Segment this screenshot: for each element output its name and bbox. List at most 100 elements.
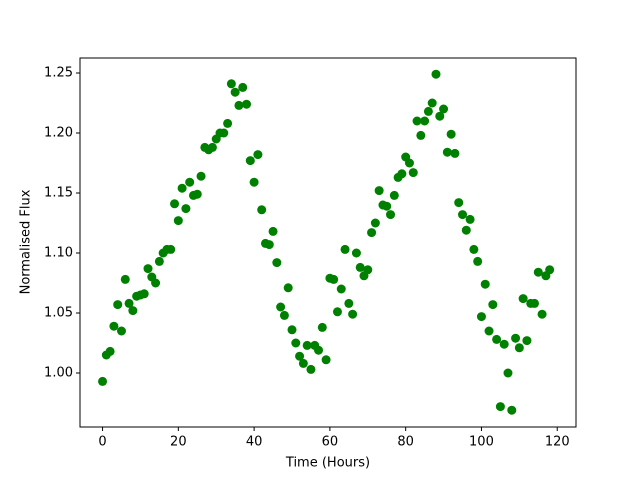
data-point: [120, 274, 130, 284]
data-point: [545, 265, 555, 275]
data-point: [404, 158, 414, 168]
x-tick-label: 0: [98, 435, 106, 450]
data-point: [518, 294, 528, 304]
data-point: [314, 345, 324, 355]
data-point: [230, 87, 240, 97]
x-tick-label: 20: [170, 435, 187, 450]
data-point: [476, 312, 486, 322]
data-point: [473, 256, 483, 266]
data-point: [382, 201, 392, 211]
data-point: [484, 326, 494, 336]
data-point: [219, 128, 229, 138]
y-tick-label: 1.15: [44, 186, 73, 201]
data-point: [389, 190, 399, 200]
data-point: [416, 130, 426, 140]
data-point: [105, 346, 115, 356]
data-point: [151, 278, 161, 288]
data-point: [298, 358, 308, 368]
data-point: [185, 177, 195, 187]
data-point: [249, 177, 259, 187]
data-point: [336, 284, 346, 294]
data-point: [469, 244, 479, 254]
data-point: [495, 402, 505, 412]
y-tick-label: 1.10: [44, 246, 73, 261]
data-point: [348, 309, 358, 319]
data-point: [514, 343, 524, 353]
data-point: [245, 156, 255, 166]
data-point: [242, 99, 252, 109]
data-point: [166, 244, 176, 254]
x-tick-label: 120: [545, 435, 570, 450]
data-point: [435, 111, 445, 121]
data-point: [113, 300, 123, 310]
data-point: [128, 306, 138, 316]
data-point: [412, 116, 422, 126]
x-tick-label: 80: [397, 435, 414, 450]
data-point: [207, 142, 217, 152]
data-point: [442, 147, 452, 157]
data-point: [287, 325, 297, 335]
data-point: [226, 79, 236, 89]
x-axis-label: Time (Hours): [285, 456, 370, 471]
x-tick-label: 100: [469, 435, 494, 450]
data-point: [276, 302, 286, 312]
data-point: [268, 226, 278, 236]
data-point: [291, 338, 301, 348]
data-point: [351, 248, 361, 258]
data-point: [154, 256, 164, 266]
data-point: [253, 150, 263, 160]
data-point: [306, 364, 316, 374]
data-point: [431, 69, 441, 79]
data-point: [530, 298, 540, 308]
data-point: [499, 339, 509, 349]
data-point: [507, 405, 517, 415]
data-point: [363, 265, 373, 275]
data-point: [397, 169, 407, 179]
data-point: [139, 289, 149, 299]
data-point: [98, 376, 108, 386]
y-tick-label: 1.05: [44, 306, 73, 321]
data-point: [420, 116, 430, 126]
data-point: [170, 199, 180, 209]
data-point: [257, 205, 267, 215]
data-point: [355, 262, 365, 272]
data-point: [439, 104, 449, 114]
data-point: [181, 204, 191, 214]
data-point: [321, 355, 331, 365]
y-tick-label: 1.20: [44, 126, 73, 141]
data-point: [234, 100, 244, 110]
data-point: [196, 171, 206, 181]
y-tick-label: 1.00: [44, 366, 73, 381]
data-point: [279, 310, 289, 320]
x-tick-label: 40: [246, 435, 263, 450]
plot-frame: [79, 57, 577, 428]
data-point: [340, 244, 350, 254]
data-point: [446, 129, 456, 139]
data-point: [264, 240, 274, 250]
data-point: [386, 210, 396, 220]
data-point: [465, 214, 475, 224]
data-point: [374, 186, 384, 196]
data-point: [238, 82, 248, 92]
y-tick-label: 1.25: [44, 66, 73, 81]
data-point: [223, 118, 233, 128]
data-point: [427, 98, 437, 108]
data-point: [454, 198, 464, 208]
data-point: [423, 106, 433, 116]
data-point: [511, 333, 521, 343]
data-point: [329, 274, 339, 284]
data-point: [488, 300, 498, 310]
data-point: [109, 321, 119, 331]
data-point: [367, 228, 377, 238]
data-point: [537, 309, 547, 319]
data-point: [492, 334, 502, 344]
data-point: [116, 326, 126, 336]
data-point: [192, 189, 202, 199]
data-point: [124, 298, 134, 308]
data-point: [503, 368, 513, 378]
data-point: [370, 218, 380, 228]
data-point: [177, 183, 187, 193]
data-point: [332, 307, 342, 317]
